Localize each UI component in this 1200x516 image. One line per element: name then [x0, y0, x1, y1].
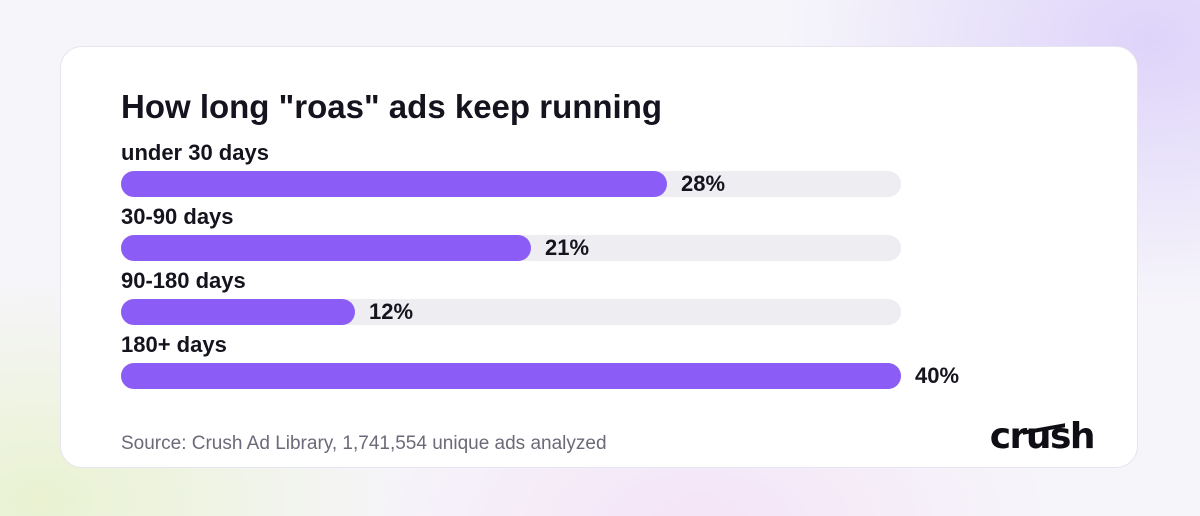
- bar-row: under 30 days 28%: [121, 139, 1081, 197]
- bar-track: [121, 299, 901, 325]
- chart-card: How long "roas" ads keep running under 3…: [60, 46, 1138, 468]
- bar-track: [121, 363, 901, 389]
- bar-track: [121, 171, 901, 197]
- crush-logo: crush: [989, 416, 1096, 457]
- bar-row: 180+ days 40%: [121, 331, 1081, 389]
- bar-value-label: 40%: [915, 363, 960, 388]
- category-label: 30-90 days: [121, 204, 234, 229]
- logo-wordmark: crush: [989, 416, 1096, 457]
- bar-row: 30-90 days 21%: [121, 203, 1081, 261]
- bar: [121, 171, 667, 197]
- bar-chart: under 30 days 28% 30-90 days 21% 90-180 days…: [121, 139, 1081, 399]
- chart-title: How long "roas" ads keep running: [121, 88, 663, 125]
- bar-track: [121, 235, 901, 261]
- category-label: under 30 days: [121, 140, 269, 165]
- bar-value-label: 28%: [681, 171, 726, 196]
- bar-value-label: 12%: [369, 299, 414, 324]
- bar-row: 90-180 days 12%: [121, 267, 1081, 325]
- category-label: 180+ days: [121, 332, 227, 357]
- source-note: Source: Crush Ad Library, 1,741,554 uniq…: [121, 433, 607, 454]
- category-label: 90-180 days: [121, 268, 246, 293]
- bar: [121, 299, 355, 325]
- bar-value-label: 21%: [545, 235, 590, 260]
- bar: [121, 235, 531, 261]
- bar: [121, 363, 901, 389]
